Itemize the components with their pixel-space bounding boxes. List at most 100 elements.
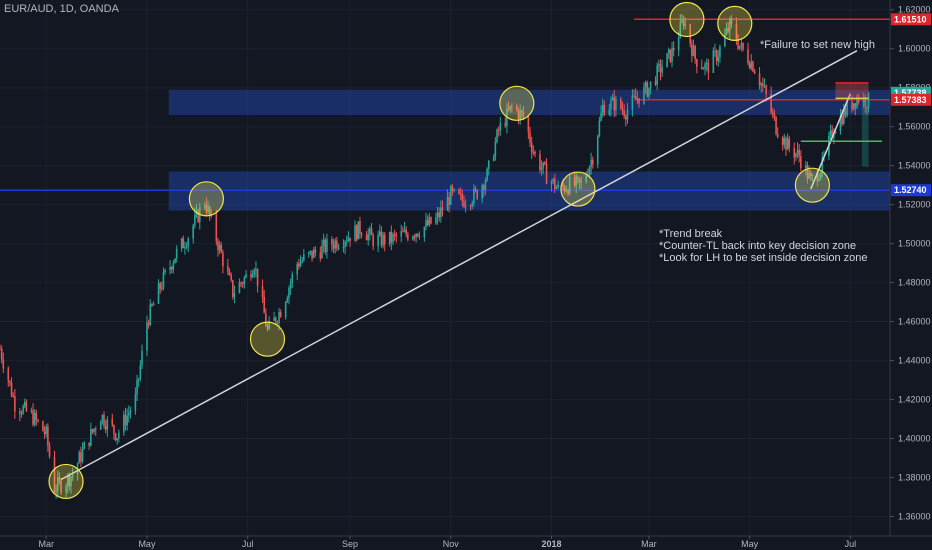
- time-tick-label: Mar: [641, 539, 657, 549]
- candle-body: [517, 110, 520, 120]
- candle-body: [844, 108, 847, 116]
- candle-body: [633, 95, 635, 97]
- highlight-circle: [717, 5, 753, 41]
- candle-body: [831, 130, 834, 138]
- candle-body: [205, 204, 208, 213]
- candle-body: [311, 250, 313, 259]
- candle-body: [291, 274, 294, 283]
- candle-body: [596, 135, 599, 165]
- candle-body: [760, 83, 763, 86]
- candle-body: [667, 49, 670, 54]
- candle-body: [174, 258, 176, 264]
- candle-body: [819, 172, 822, 179]
- candle-body: [585, 175, 587, 183]
- candle-body: [519, 110, 521, 120]
- highlight-circle: [560, 171, 596, 207]
- candle-body: [484, 180, 487, 190]
- candle-body: [355, 225, 358, 240]
- candle-body: [821, 157, 824, 173]
- candle-body: [600, 112, 602, 121]
- candle-body: [218, 244, 221, 251]
- candle-body: [773, 113, 776, 118]
- candle-body: [70, 476, 72, 487]
- candle-body: [448, 196, 450, 205]
- candle-body: [451, 186, 454, 191]
- candle-body: [555, 187, 558, 189]
- candle-body: [7, 368, 10, 381]
- price-tick-label: 1.38000: [898, 473, 931, 483]
- candle-body: [175, 248, 178, 259]
- candle-body: [435, 217, 437, 224]
- candle-body: [124, 414, 127, 426]
- time-axis[interactable]: Mar May Jul Sep Nov 2018 Mar May Jul: [0, 535, 932, 550]
- candle-body: [730, 18, 733, 25]
- candle-body: [194, 215, 196, 226]
- candle-body: [562, 184, 564, 187]
- candle-body: [402, 231, 404, 233]
- trend-note-line: *Counter-TL back into key decision zone: [659, 240, 857, 252]
- price-axis[interactable]: 1.36000 1.38000 1.40000 1.42000 1.44000 1.460…: [889, 0, 932, 550]
- candle-body: [116, 438, 119, 441]
- decision-zones: [168, 89, 891, 211]
- time-tick-label: May: [138, 539, 156, 549]
- candle-body: [288, 288, 290, 298]
- candle-body: [90, 429, 92, 446]
- candle-body: [758, 73, 761, 86]
- level-price-label: 1.61510: [894, 14, 927, 24]
- candle-body: [834, 131, 837, 134]
- candle-body: [344, 241, 346, 247]
- candle-body: [324, 239, 327, 252]
- candle-body: [474, 188, 477, 191]
- candle-body: [164, 270, 166, 273]
- price-tick-label: 1.50000: [898, 239, 931, 249]
- price-tick-label: 1.44000: [898, 356, 931, 366]
- candle-body: [22, 406, 24, 414]
- candle-body: [857, 97, 860, 103]
- candle-body: [735, 24, 738, 42]
- candle-body: [534, 152, 536, 154]
- candle-body: [268, 320, 270, 330]
- level-price-tag: [891, 13, 931, 26]
- highlight-circle: [249, 321, 286, 357]
- candle-body: [416, 233, 419, 237]
- candle-body: [301, 260, 303, 262]
- current-price-label: 1.57738: [894, 88, 927, 98]
- candle-body: [332, 245, 335, 249]
- candle-body: [182, 238, 185, 249]
- highlight-circle: [499, 85, 535, 121]
- candle-body: [367, 233, 370, 241]
- candle-body: [157, 283, 160, 304]
- candle-body: [114, 433, 117, 441]
- candle-body: [197, 210, 199, 223]
- candle-body: [20, 413, 23, 415]
- candle-body: [738, 45, 741, 49]
- candle-body: [159, 283, 161, 289]
- candle-body: [516, 105, 518, 111]
- candle-body: [321, 245, 323, 259]
- candle-body: [852, 103, 855, 110]
- candle-body: [654, 81, 657, 85]
- candle-body: [256, 268, 259, 287]
- candle-body: [428, 216, 431, 226]
- candle-body: [286, 297, 289, 303]
- candle-body: [705, 62, 708, 64]
- candle-body: [245, 273, 247, 278]
- candle-body: [729, 18, 731, 32]
- candle-body: [80, 452, 82, 462]
- candle-body: [129, 410, 132, 414]
- price-tick-label: 1.56000: [898, 122, 931, 132]
- candle-body: [588, 166, 591, 176]
- candle-body: [608, 109, 611, 115]
- candle-body: [118, 432, 120, 439]
- candle-body: [854, 103, 857, 108]
- highlight-circle: [794, 167, 830, 203]
- candle-body: [715, 50, 718, 62]
- candle-body: [425, 220, 427, 227]
- candle-body: [233, 293, 236, 297]
- candle-body: [60, 480, 62, 493]
- candle-body: [377, 235, 379, 247]
- candle-body: [656, 65, 658, 85]
- candle-body: [762, 83, 764, 87]
- candle-body: [785, 137, 787, 150]
